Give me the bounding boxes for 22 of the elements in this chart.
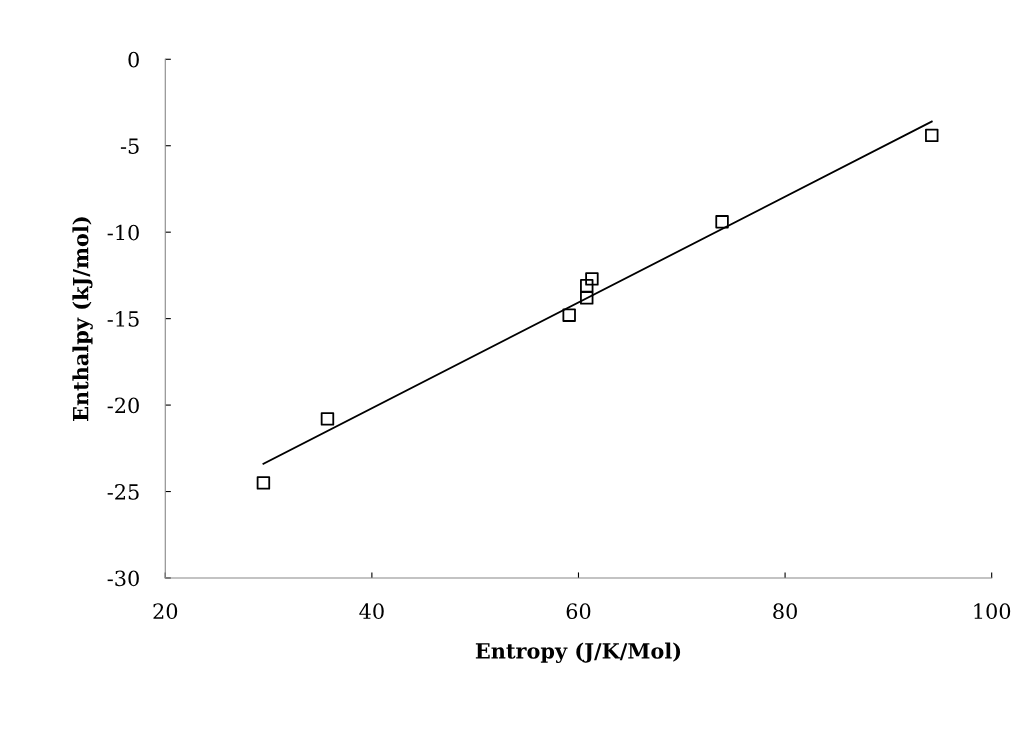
y-tick-label: -20 bbox=[107, 397, 139, 414]
point bbox=[925, 128, 939, 143]
point bbox=[585, 272, 599, 286]
x-axis-title: Entropy (J/K/Mol) bbox=[475, 642, 681, 664]
x-tick-label: 60 bbox=[566, 603, 591, 620]
x-tick-label: 40 bbox=[359, 603, 384, 620]
point bbox=[580, 279, 594, 293]
y-tick-label: -30 bbox=[107, 570, 139, 587]
x-tick-label: 100 bbox=[974, 603, 1011, 620]
y-tick-label: 0 bbox=[128, 51, 139, 68]
point bbox=[715, 215, 729, 229]
point bbox=[320, 412, 335, 426]
y-tick-label: -10 bbox=[107, 224, 139, 241]
x-tick-label: 20 bbox=[153, 603, 178, 620]
point bbox=[562, 308, 576, 322]
y-tick-label: -5 bbox=[120, 138, 139, 154]
y-tick-label: -25 bbox=[107, 483, 139, 500]
y-axis-title: Enthalpy (kJ/mol) bbox=[72, 217, 93, 421]
y-tick-label: -15 bbox=[107, 311, 139, 327]
x-tick-label: 80 bbox=[773, 603, 797, 620]
point bbox=[580, 291, 594, 305]
point bbox=[256, 476, 271, 490]
